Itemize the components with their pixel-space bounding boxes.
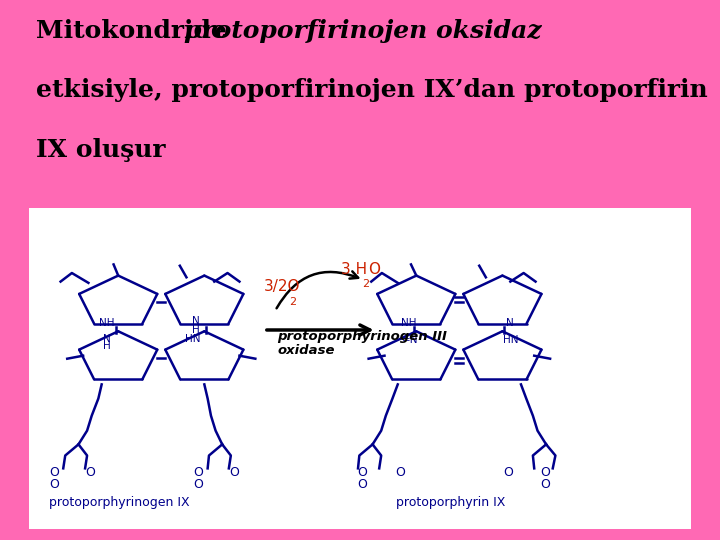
FancyBboxPatch shape — [29, 208, 691, 529]
Text: IX oluşur: IX oluşur — [36, 138, 166, 161]
Text: etkisiyle, protoporfirinojen IX’dan protoporfirin: etkisiyle, protoporfirinojen IX’dan prot… — [36, 78, 708, 102]
Text: Mitokondride: Mitokondride — [36, 19, 235, 43]
Text: protoporfirinojen oksidaz: protoporfirinojen oksidaz — [184, 19, 541, 43]
